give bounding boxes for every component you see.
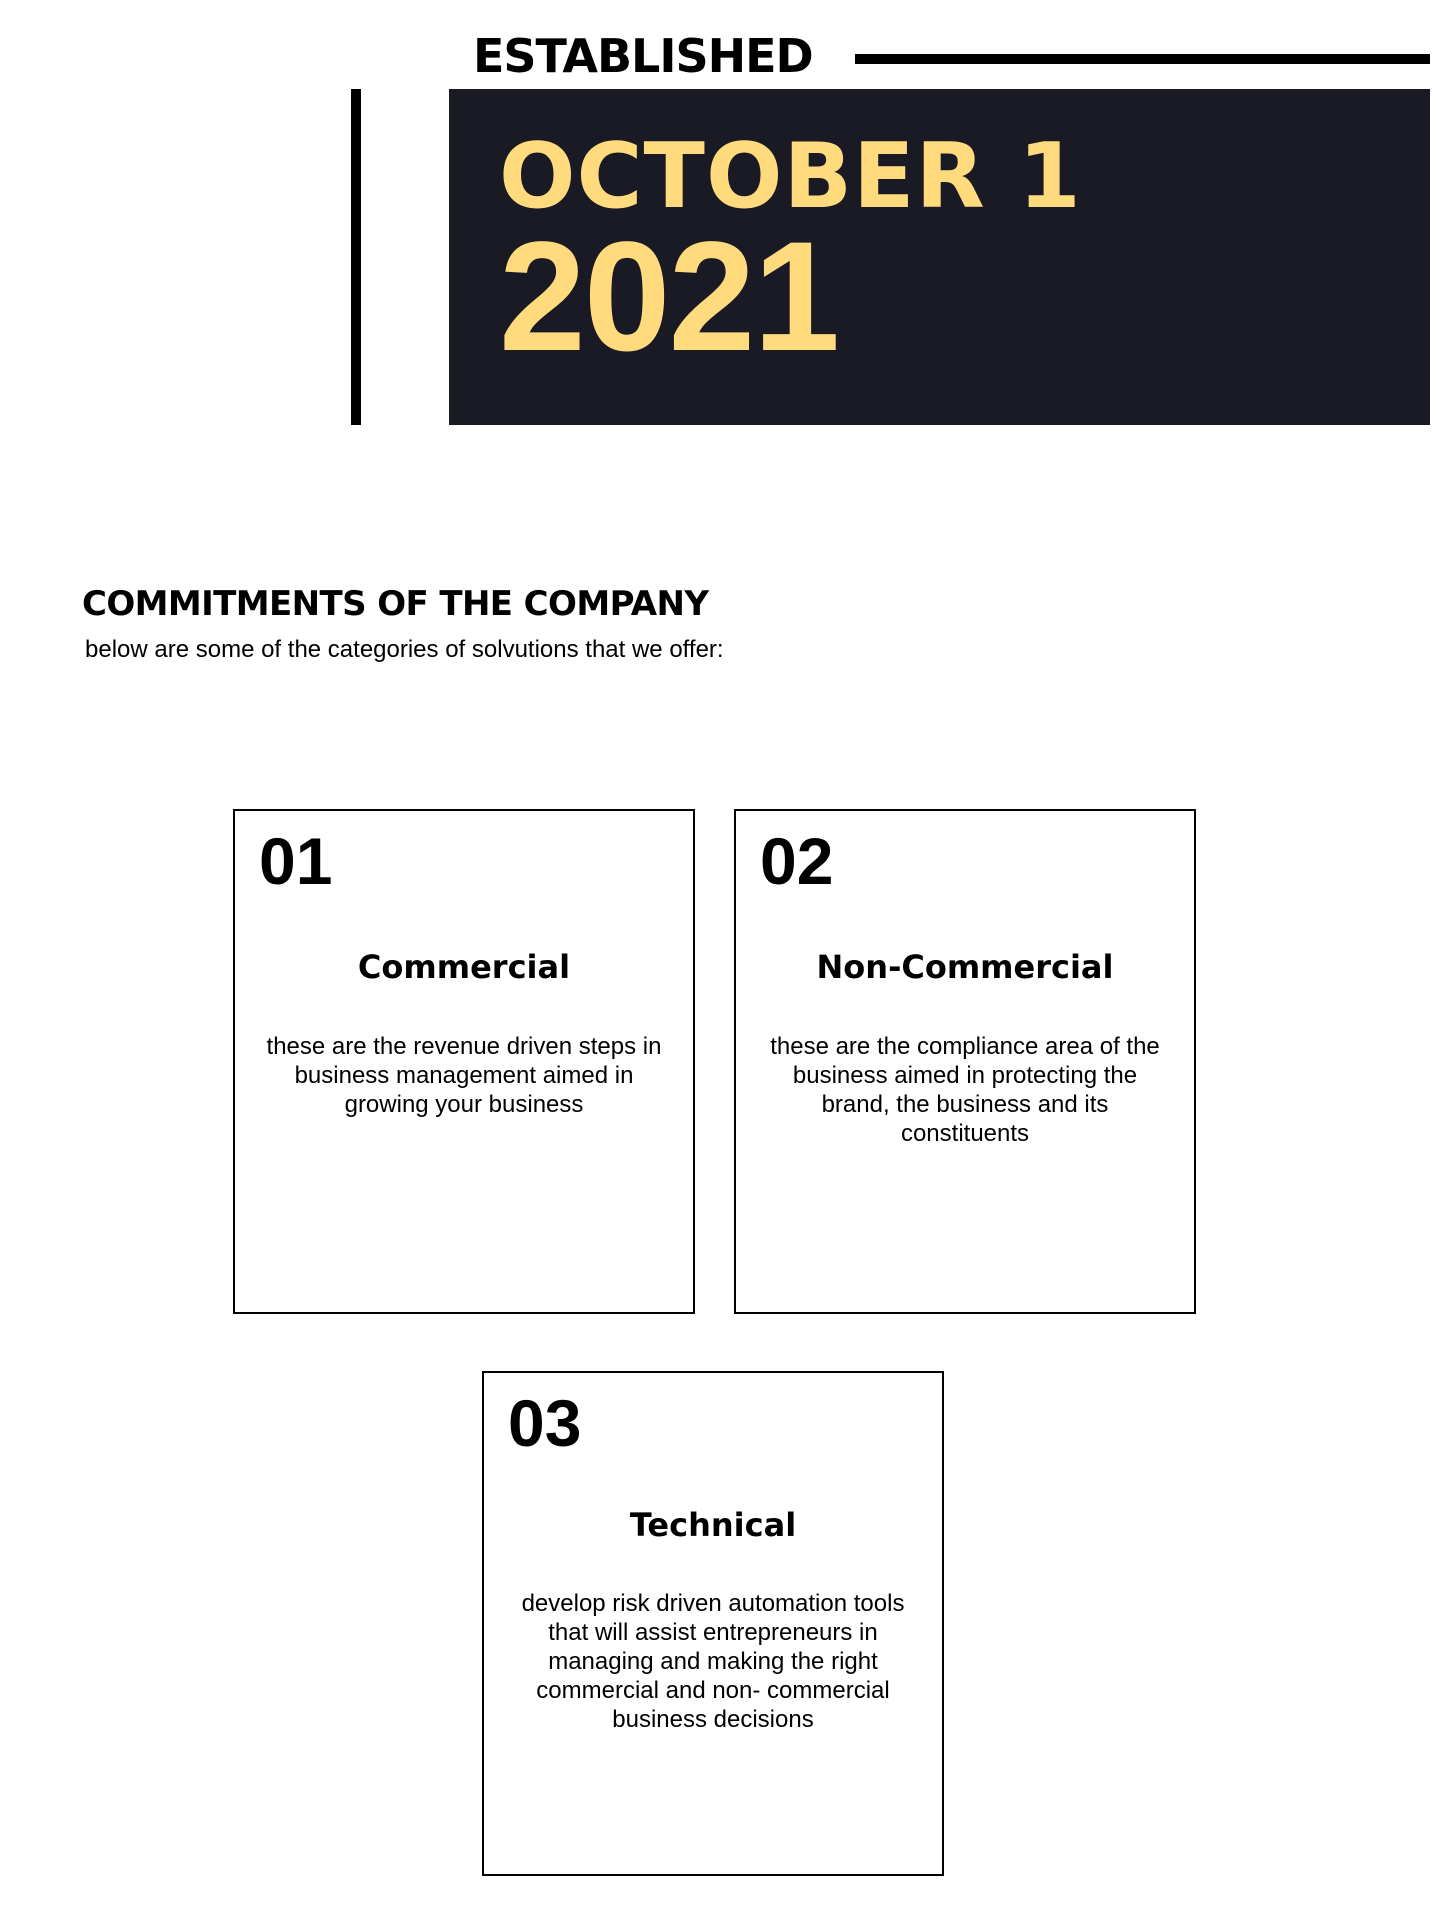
card-heading: Technical xyxy=(629,1506,797,1544)
card-number: 01 xyxy=(259,824,333,898)
established-date-panel: OCTOBER 1 2021 xyxy=(449,89,1430,425)
established-rule xyxy=(855,54,1430,64)
commitment-card-non-commercial: 02 Non-Commercial these are the complian… xyxy=(734,809,1196,1314)
established-month-day: OCTOBER 1 xyxy=(499,124,1082,229)
commitment-card-technical: 03 Technical develop risk driven automat… xyxy=(482,1371,944,1876)
established-year: 2021 xyxy=(499,210,840,384)
commitments-title: COMMITMENTS OF THE COMPANY xyxy=(82,584,709,624)
vertical-divider xyxy=(351,89,361,425)
card-number: 03 xyxy=(508,1386,582,1460)
commitment-card-commercial: 01 Commercial these are the revenue driv… xyxy=(233,809,695,1314)
established-label: ESTABLISHED xyxy=(473,29,814,83)
card-description: these are the revenue driven steps in bu… xyxy=(266,1033,662,1118)
card-heading: Non-Commercial xyxy=(816,948,1114,986)
card-description: develop risk driven automation tools tha… xyxy=(521,1590,905,1733)
commitments-subtitle: below are some of the categories of solv… xyxy=(85,636,724,663)
card-description: these are the compliance area of the bus… xyxy=(770,1033,1160,1147)
card-heading: Commercial xyxy=(357,948,571,986)
card-number: 02 xyxy=(760,824,834,898)
